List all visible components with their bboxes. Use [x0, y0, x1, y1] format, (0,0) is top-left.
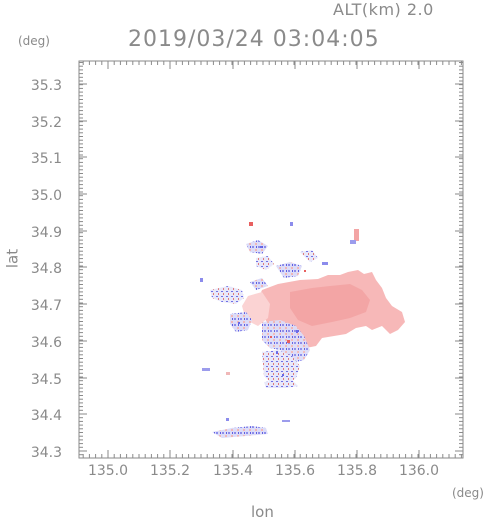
echo-fragment [300, 250, 318, 262]
echo-speckle [238, 322, 240, 324]
negative-echo-region [262, 350, 300, 384]
echo-fragment [246, 240, 268, 254]
echo-fragment [250, 278, 268, 290]
echo-speckle [270, 336, 272, 338]
echo-fragment [276, 262, 302, 278]
plot-frame [78, 60, 464, 459]
echo-fragment [212, 426, 268, 438]
y-tick-label: 35.3 [31, 78, 62, 94]
y-tick-label: 34.5 [31, 372, 62, 388]
x-axis-label: lon [251, 503, 274, 521]
echo-fragment [256, 256, 274, 270]
x-tick-label: 136.0 [399, 463, 439, 479]
echo-fragment [226, 372, 230, 375]
echo-fragment [264, 380, 298, 388]
y-tick-label: 34.9 [31, 225, 62, 241]
y-tick-label: 34.8 [31, 261, 62, 277]
negative-echo-region [230, 312, 252, 332]
x-tick-label: 135.4 [213, 463, 253, 479]
altitude-label: ALT(km) 2.0 [333, 0, 434, 19]
x-tick-label: 135.2 [150, 463, 190, 479]
echo-fragment [282, 420, 290, 422]
timestamp-title: 2019/03/24 03:04:05 [128, 27, 380, 52]
y-tick-label: 35.1 [31, 151, 62, 167]
echo-fragment [350, 240, 356, 244]
y-tick-label: 34.3 [31, 445, 62, 461]
echo-fragment [290, 222, 293, 226]
echo-speckle [304, 270, 306, 272]
positive-echo-region [290, 284, 370, 326]
y-tick-label: 34.7 [31, 298, 62, 314]
echo-speckle [282, 374, 284, 376]
y-tick-label: 35.2 [31, 115, 62, 131]
echo-fragment [226, 418, 229, 421]
y-tick-label: 34.4 [31, 408, 62, 424]
echo-fragment [200, 278, 203, 282]
lon-unit-label: (deg) [452, 486, 484, 500]
echo-speckle [287, 340, 290, 343]
lat-unit-label: (deg) [18, 34, 50, 48]
echo-speckle [276, 352, 278, 354]
x-tick-label: 135.6 [275, 463, 315, 479]
echo-speckle [296, 330, 298, 333]
negative-echo-region [210, 286, 244, 304]
echo-fragment [202, 368, 210, 371]
echo-fragment [322, 262, 328, 265]
echo-fragment [354, 229, 359, 241]
y-tick-label: 34.6 [31, 335, 62, 351]
echo-speckle [260, 246, 262, 248]
x-tick-label: 135.8 [337, 463, 377, 479]
echo-fragment [249, 222, 253, 226]
echo-field [200, 222, 405, 438]
y-tick-label: 35.0 [31, 188, 62, 204]
x-tick-label: 135.0 [88, 463, 128, 479]
